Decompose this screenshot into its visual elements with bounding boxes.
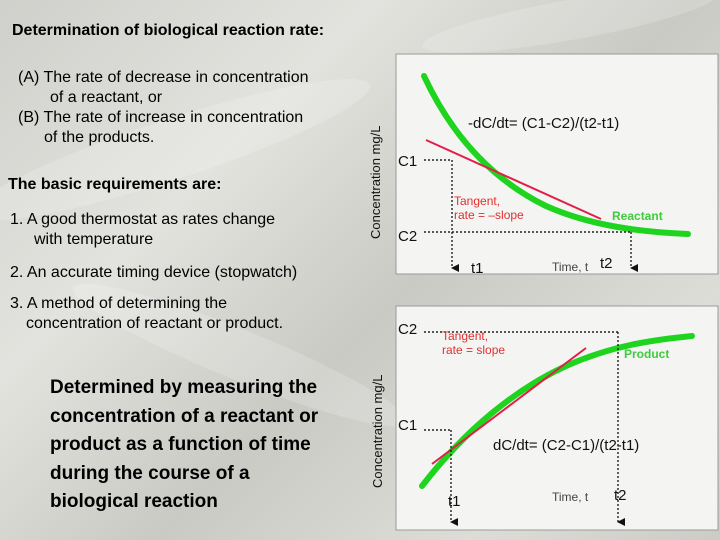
product-formula: dC/dt= (C2-C1)/(t2-t1) xyxy=(493,437,639,454)
reactant-tangent-label-1: Tangent, xyxy=(454,194,500,208)
summary-line3: product as a function of time xyxy=(50,434,311,455)
product-chart: Concentration mg/L Tangent, rate = slope… xyxy=(370,305,719,531)
definition-b-line2: of the products. xyxy=(44,129,155,146)
summary-text: Determined by measuring the concentratio… xyxy=(50,374,350,517)
summary-line4: during the course of a xyxy=(50,462,250,484)
requirement-item-1-line2: with temperature xyxy=(34,231,154,248)
page-title: Determination of biological reaction rat… xyxy=(12,22,325,39)
summary-line5: biological reaction xyxy=(50,491,218,512)
summary-line1: Determined by measuring the xyxy=(50,377,318,398)
requirements-heading: The basic requirements are: xyxy=(8,176,222,193)
reactant-c-upper: C1 xyxy=(398,153,417,170)
product-c-lower: C1 xyxy=(398,417,417,434)
definition-list: (A) The rate of decrease in concentratio… xyxy=(18,68,358,148)
reactant-t-left: t1 xyxy=(471,260,484,277)
product-tangent-label-1: Tangent, xyxy=(442,329,488,343)
rate-charts-svg: Concentration mg/L -dC/dt= (C1-C2)/(t2-t… xyxy=(368,53,719,531)
requirement-item-2: 2. An accurate timing device (stopwatch) xyxy=(10,264,298,281)
product-chart-frame xyxy=(395,305,719,531)
product-ylabel: Concentration mg/L xyxy=(370,375,385,488)
requirement-item-3-line1: 3. A method of determining the xyxy=(10,295,228,312)
requirement-item-3-line2: concentration of reactant or product. xyxy=(26,315,284,332)
reactant-curve xyxy=(421,73,691,237)
reactant-tangent xyxy=(425,139,602,220)
product-t-left: t1 xyxy=(448,493,461,510)
summary-line2: concentration of a reactant or xyxy=(50,405,319,427)
requirement-item-3: 3. A method of determining the concentra… xyxy=(10,294,283,334)
definition-a-line1: (A) The rate of decrease in concentratio… xyxy=(18,69,309,86)
reactant-chart-panel xyxy=(396,54,718,274)
product-tangent-label-2: rate = slope xyxy=(442,343,505,357)
definition-a-line2: of a reactant, or xyxy=(50,89,163,106)
product-series-label: Product xyxy=(624,347,669,361)
product-tangent xyxy=(431,347,587,465)
product-t-right: t2 xyxy=(614,487,627,504)
definition-b-line1: (B) The rate of increase in concentratio… xyxy=(18,109,304,126)
requirement-item-1: 1. A good thermostat as rates change wit… xyxy=(10,210,275,250)
reactant-xlabel: Time, t xyxy=(552,260,589,274)
reactant-formula: -dC/dt= (C1-C2)/(t2-t1) xyxy=(468,115,619,132)
reactant-ylabel: Concentration mg/L xyxy=(368,126,383,239)
product-chart-panel xyxy=(396,306,718,530)
reactant-t-right: t2 xyxy=(600,255,613,272)
reactant-chart: Concentration mg/L -dC/dt= (C1-C2)/(t2-t… xyxy=(368,53,719,277)
product-xlabel: Time, t xyxy=(552,490,589,504)
reactant-c-lower: C2 xyxy=(398,228,417,245)
product-c-upper: C2 xyxy=(398,321,417,338)
reactant-series-label: Reactant xyxy=(612,209,663,223)
reactant-tangent-label-2: rate = –slope xyxy=(454,208,524,222)
rate-charts: Concentration mg/L -dC/dt= (C1-C2)/(t2-t… xyxy=(356,44,720,540)
requirement-item-1-line1: 1. A good thermostat as rates change xyxy=(10,211,276,228)
reactant-chart-frame xyxy=(395,53,719,275)
